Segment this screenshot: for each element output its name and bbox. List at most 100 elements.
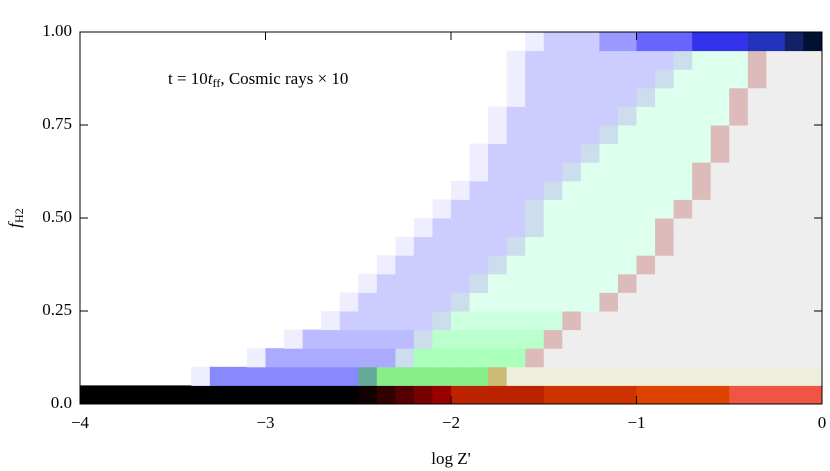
heatmap-cell — [543, 329, 563, 349]
heatmap-cell — [562, 385, 582, 405]
heatmap-cell — [506, 199, 526, 219]
heatmap-cell — [525, 273, 545, 293]
heatmap-cell — [543, 50, 563, 70]
heatmap-cell — [747, 87, 767, 107]
heatmap-cell — [469, 199, 489, 219]
annotation: t = 10tff, Cosmic rays × 10 — [168, 69, 348, 90]
heatmap-cell — [525, 385, 545, 405]
heatmap-cell — [747, 255, 767, 275]
heatmap-cell — [747, 218, 767, 238]
heatmap-cell — [543, 69, 563, 89]
heatmap-cell — [469, 292, 489, 312]
heatmap-cell — [729, 143, 749, 163]
heatmap-cell — [710, 87, 730, 107]
heatmap-cell — [692, 87, 712, 107]
heatmap-cell — [655, 106, 675, 126]
heatmap-cell — [636, 255, 656, 275]
heatmap-cell — [172, 385, 192, 405]
heatmap-cell — [432, 236, 452, 256]
heatmap-cell — [766, 125, 786, 145]
heatmap-cell — [729, 69, 749, 89]
heatmap-cell — [580, 32, 600, 52]
heatmap-cell — [784, 236, 804, 256]
heatmap-cell — [580, 292, 600, 312]
heatmap-cell — [636, 50, 656, 70]
heatmap-cell — [766, 366, 786, 386]
heatmap-cell — [580, 69, 600, 89]
heatmap-cell — [766, 32, 786, 52]
heatmap-cell — [80, 385, 100, 405]
heatmap-cell — [655, 329, 675, 349]
heatmap-cell — [191, 366, 211, 386]
heatmap-cell — [599, 162, 619, 182]
heatmap-cell — [580, 162, 600, 182]
y-tick-label: 0.25 — [42, 300, 72, 319]
heatmap-cell — [469, 273, 489, 293]
heatmap-cell — [636, 236, 656, 256]
heatmap-cell — [98, 385, 118, 405]
heatmap-cell — [246, 366, 266, 386]
heatmap-cell — [803, 273, 823, 293]
heatmap-cell — [562, 106, 582, 126]
heatmap-cell — [469, 329, 489, 349]
heatmap-cell — [729, 329, 749, 349]
heatmap-cell — [376, 292, 396, 312]
heatmap-cell — [617, 87, 637, 107]
heatmap-cell — [562, 255, 582, 275]
heatmap-cell — [617, 366, 637, 386]
heatmap-cell — [580, 199, 600, 219]
heatmap-cell — [580, 218, 600, 238]
heatmap-cell — [562, 311, 582, 331]
heatmap-cell — [747, 162, 767, 182]
heatmap-cell — [413, 366, 433, 386]
heatmap-cell — [673, 255, 693, 275]
x-tick-label: −1 — [627, 413, 645, 432]
heatmap-cell — [766, 236, 786, 256]
heatmap-cell — [617, 255, 637, 275]
heatmap-cell — [488, 236, 508, 256]
heatmap-cell — [376, 366, 396, 386]
heatmap-cell — [617, 32, 637, 52]
heatmap-cell — [562, 273, 582, 293]
heatmap-cell — [784, 366, 804, 386]
heatmap-cell — [599, 50, 619, 70]
heatmap-cell — [729, 311, 749, 331]
heatmap-cell — [321, 329, 341, 349]
heatmap-cell — [321, 385, 341, 405]
heatmap-cell — [636, 329, 656, 349]
heatmap-cell — [580, 50, 600, 70]
heatmap-cell — [673, 199, 693, 219]
heatmap-cell — [284, 366, 304, 386]
heatmap-cell — [339, 329, 359, 349]
heatmap-cell — [803, 125, 823, 145]
heatmap-cell — [580, 87, 600, 107]
heatmap-cell — [655, 273, 675, 293]
heatmap-cell — [469, 143, 489, 163]
heatmap-cell — [413, 236, 433, 256]
heatmap-cell — [284, 385, 304, 405]
annotation-text: t = 10 — [168, 69, 208, 88]
heatmap-cell — [729, 273, 749, 293]
heatmap-cell — [784, 218, 804, 238]
heatmap-cell — [784, 311, 804, 331]
heatmap-cell — [543, 87, 563, 107]
heatmap-cell — [451, 255, 471, 275]
heatmap-cell — [803, 87, 823, 107]
heatmap-cell — [655, 236, 675, 256]
heatmap-cell — [747, 50, 767, 70]
heatmap-cell — [655, 143, 675, 163]
heatmap-cell — [692, 273, 712, 293]
heatmap-cell — [246, 385, 266, 405]
heatmap-cell — [673, 87, 693, 107]
heatmap-cell — [729, 50, 749, 70]
heatmap-cell — [543, 348, 563, 368]
heatmap-cell — [692, 125, 712, 145]
heatmap-cell — [655, 292, 675, 312]
heatmap-cell — [339, 366, 359, 386]
heatmap-cell — [562, 125, 582, 145]
y-tick-label: 0.0 — [51, 393, 72, 412]
heatmap-cell — [673, 218, 693, 238]
heatmap-cell — [302, 385, 322, 405]
heatmap-cell — [766, 162, 786, 182]
